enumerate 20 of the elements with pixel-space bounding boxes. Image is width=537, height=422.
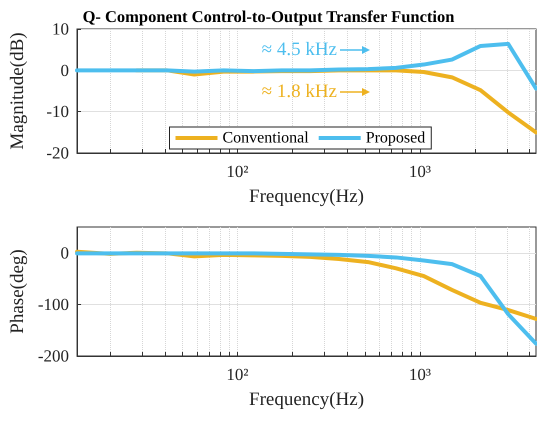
y-tick-label: 0 bbox=[60, 60, 69, 80]
y-axis-title: Phase(deg) bbox=[7, 249, 28, 334]
annotation: ≈ 4.5 kHz bbox=[262, 39, 337, 61]
x-tick-label: 10² bbox=[226, 365, 249, 384]
y-tick-label: -10 bbox=[46, 102, 69, 122]
y-tick-label: -20 bbox=[46, 144, 69, 162]
x-axis-title: Frequency(Hz) bbox=[249, 389, 364, 410]
x-tick-label: 10² bbox=[226, 162, 248, 181]
legend-label: Proposed bbox=[366, 130, 426, 146]
x-tick-label: 10³ bbox=[408, 162, 431, 181]
chart-title: Q- Component Control-to-Output Transfer Function bbox=[82, 7, 454, 26]
legend-label: Conventional bbox=[222, 130, 310, 146]
x-axis-title: Frequency(Hz) bbox=[248, 186, 364, 207]
y-axis-title: Magnitude(dB) bbox=[7, 32, 28, 150]
y-tick-label: -100 bbox=[38, 294, 70, 314]
x-tick-label: 10³ bbox=[408, 365, 431, 384]
annotation: ≈ 1.8 kHz bbox=[262, 81, 337, 103]
y-tick-label: 0 bbox=[60, 243, 70, 262]
y-tick-label: 10 bbox=[52, 20, 69, 38]
y-tick-label: -200 bbox=[38, 346, 70, 366]
